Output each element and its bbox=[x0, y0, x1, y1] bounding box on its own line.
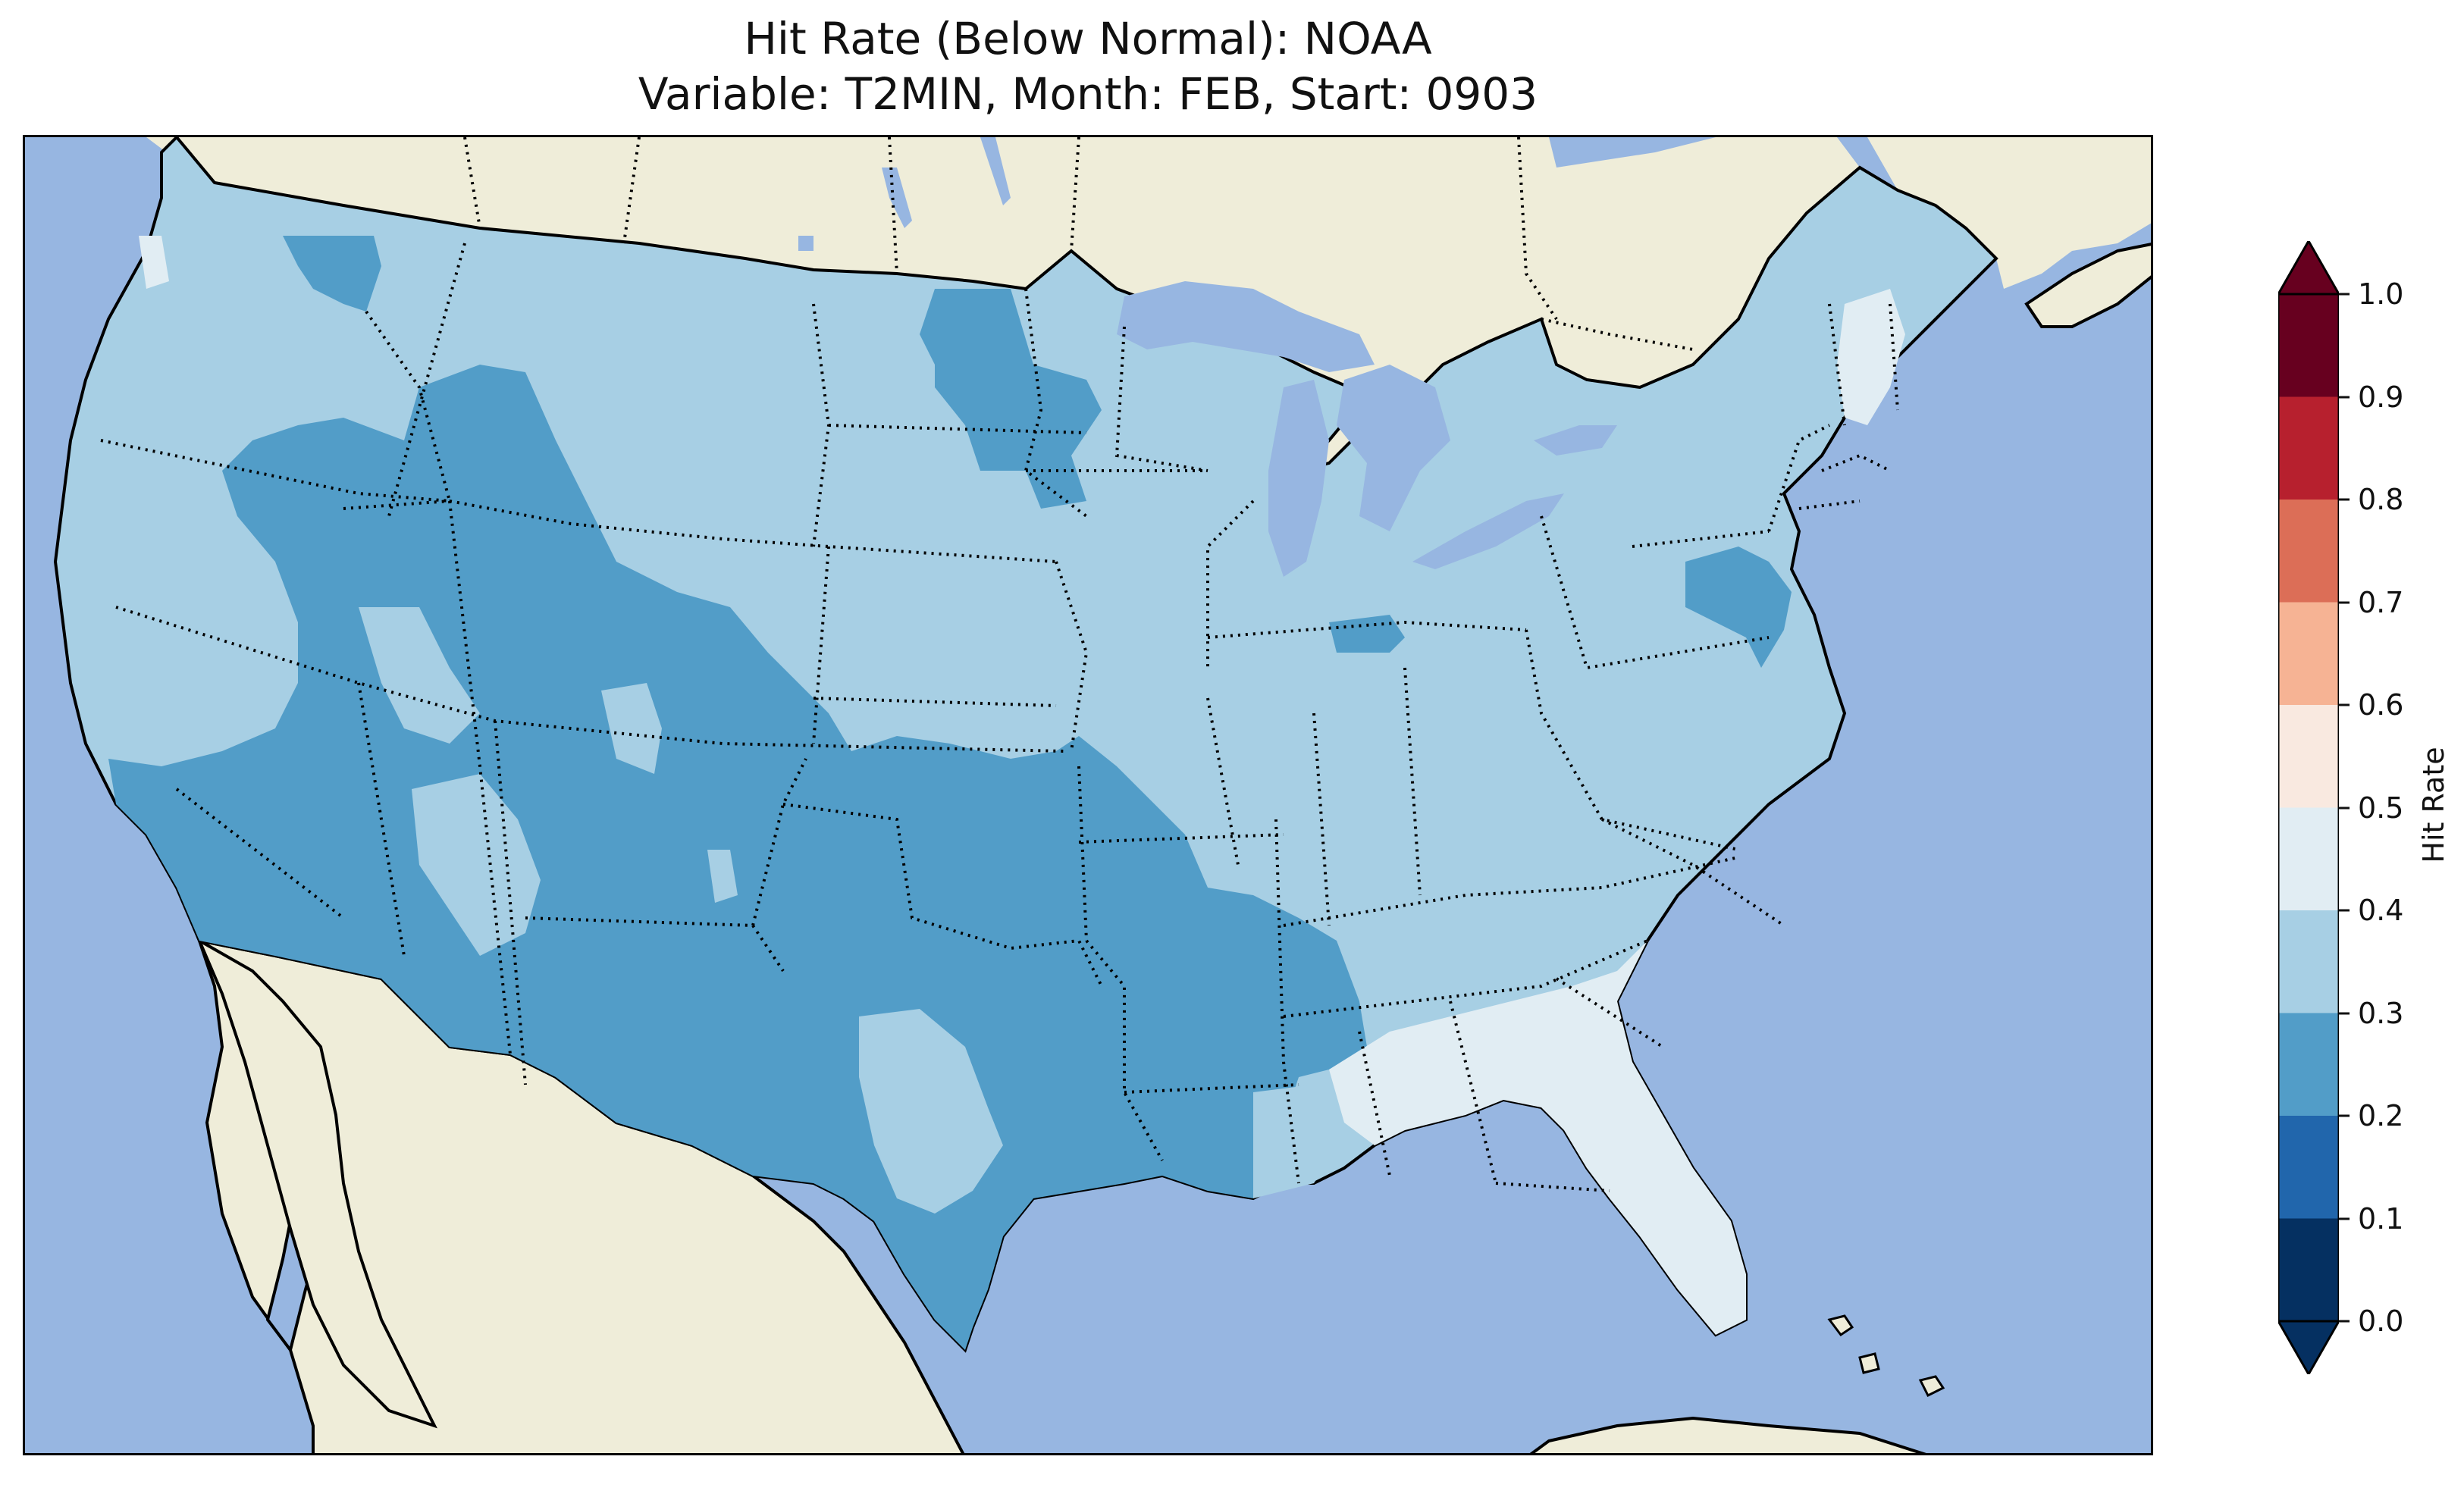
map-title: Hit Rate (Below Normal): NOAA bbox=[744, 13, 1432, 64]
colorbar-segment-2 bbox=[2278, 1013, 2339, 1116]
lake-ontario bbox=[1534, 425, 1617, 456]
maritimes-land bbox=[1867, 137, 2151, 289]
colorbar-tick-mark bbox=[2339, 1217, 2350, 1220]
colorbar-tick-label: 0.0 bbox=[2358, 1305, 2404, 1338]
region-indiana bbox=[1329, 615, 1405, 653]
colorbar-segment-4 bbox=[2278, 807, 2339, 910]
region-new-jersey bbox=[1685, 547, 1792, 668]
region-wa-coast bbox=[139, 236, 169, 289]
patch-mississippi-south bbox=[1253, 1085, 1344, 1198]
colorbar-tick-mark bbox=[2339, 1114, 2350, 1117]
colorbar-tick-label: 0.2 bbox=[2358, 1099, 2404, 1132]
canada-land bbox=[146, 137, 1860, 471]
lake-superior bbox=[1117, 281, 1375, 372]
region-north-dakota bbox=[920, 289, 1102, 509]
great-lakes bbox=[1117, 281, 1617, 577]
colorbar-segment-1 bbox=[2278, 1116, 2339, 1219]
region-southwest-south-central bbox=[108, 365, 1367, 1350]
colorbar-segment-9 bbox=[2278, 294, 2339, 397]
hit-rate-0.2-0.3-regions bbox=[108, 236, 1792, 1350]
colorbar-tick-label: 0.5 bbox=[2358, 791, 2404, 825]
lake-erie bbox=[1412, 493, 1564, 569]
cuba-land bbox=[1529, 1416, 1926, 1453]
colorbar-tick-mark bbox=[2339, 293, 2350, 296]
colorbar-tick-mark bbox=[2339, 909, 2350, 912]
colorbar-segment-5 bbox=[2278, 705, 2339, 808]
region-idaho bbox=[283, 236, 381, 312]
lake-huron bbox=[1337, 365, 1450, 531]
colorbar-extend-min bbox=[2278, 1320, 2339, 1374]
patch-texas-south bbox=[859, 1009, 1003, 1214]
bahamas-land bbox=[1827, 1314, 1945, 1398]
map-canvas bbox=[25, 137, 2151, 1453]
colorbar-tick-label: 1.0 bbox=[2358, 277, 2404, 311]
map-panel bbox=[23, 135, 2153, 1455]
colorbar-tick-label: 0.1 bbox=[2358, 1201, 2404, 1236]
colorbar-segment-3 bbox=[2278, 910, 2339, 1013]
colorbar-outline bbox=[2278, 293, 2339, 1323]
colorbar-tick-mark bbox=[2339, 601, 2350, 603]
colorbar-tick-label: 0.9 bbox=[2358, 380, 2404, 414]
patch-arizona bbox=[412, 774, 541, 956]
colorbar-tick-mark bbox=[2339, 1320, 2350, 1323]
colorbar-tick-label: 0.6 bbox=[2358, 688, 2404, 722]
region-maine bbox=[1837, 289, 1905, 425]
lake-michigan bbox=[1268, 380, 1329, 577]
hit-rate-0.3-0.4-inclusions bbox=[359, 607, 1344, 1214]
nova-scotia-land bbox=[2024, 243, 2151, 328]
lake-small-2 bbox=[798, 236, 813, 251]
map-subtitle: Variable: T2MIN, Month: FEB, Start: 0903 bbox=[638, 68, 1538, 120]
baja-land bbox=[196, 937, 437, 1429]
province-borders bbox=[463, 137, 1694, 351]
colorbar-tick-label: 0.4 bbox=[2358, 894, 2404, 927]
colorbar-tick-label: 0.3 bbox=[2358, 996, 2404, 1030]
colorbar-label: Hit Rate bbox=[2417, 747, 2450, 863]
lake-winnipeg bbox=[882, 168, 912, 228]
colorbar bbox=[2278, 241, 2339, 1374]
colorbar-segment-6 bbox=[2278, 602, 2339, 705]
patch-new-mexico-east bbox=[707, 850, 738, 903]
canada-lakes bbox=[798, 137, 1011, 251]
colorbar-tick-mark bbox=[2339, 498, 2350, 501]
colorbar-segments bbox=[2278, 241, 2339, 1374]
colorbar-extend-max bbox=[2278, 241, 2339, 296]
colorbar-segment-0 bbox=[2278, 1218, 2339, 1321]
region-southeast bbox=[1329, 941, 1746, 1335]
colorbar-tick-mark bbox=[2339, 703, 2350, 706]
colorbar-segment-7 bbox=[2278, 500, 2339, 603]
lake-small-1 bbox=[980, 137, 1011, 205]
colorbar-tick-mark bbox=[2339, 807, 2350, 809]
colorbar-tick-mark bbox=[2339, 396, 2350, 398]
patch-utah-east bbox=[601, 683, 662, 774]
hit-rate-0.4-0.5-regions bbox=[139, 236, 1905, 1335]
state-borders bbox=[100, 243, 1899, 1192]
colorbar-segment-8 bbox=[2278, 396, 2339, 500]
colorbar-tick-label: 0.7 bbox=[2358, 585, 2404, 619]
colorbar-tick-label: 0.8 bbox=[2358, 483, 2404, 516]
colorbar-tick-mark bbox=[2339, 1012, 2350, 1014]
